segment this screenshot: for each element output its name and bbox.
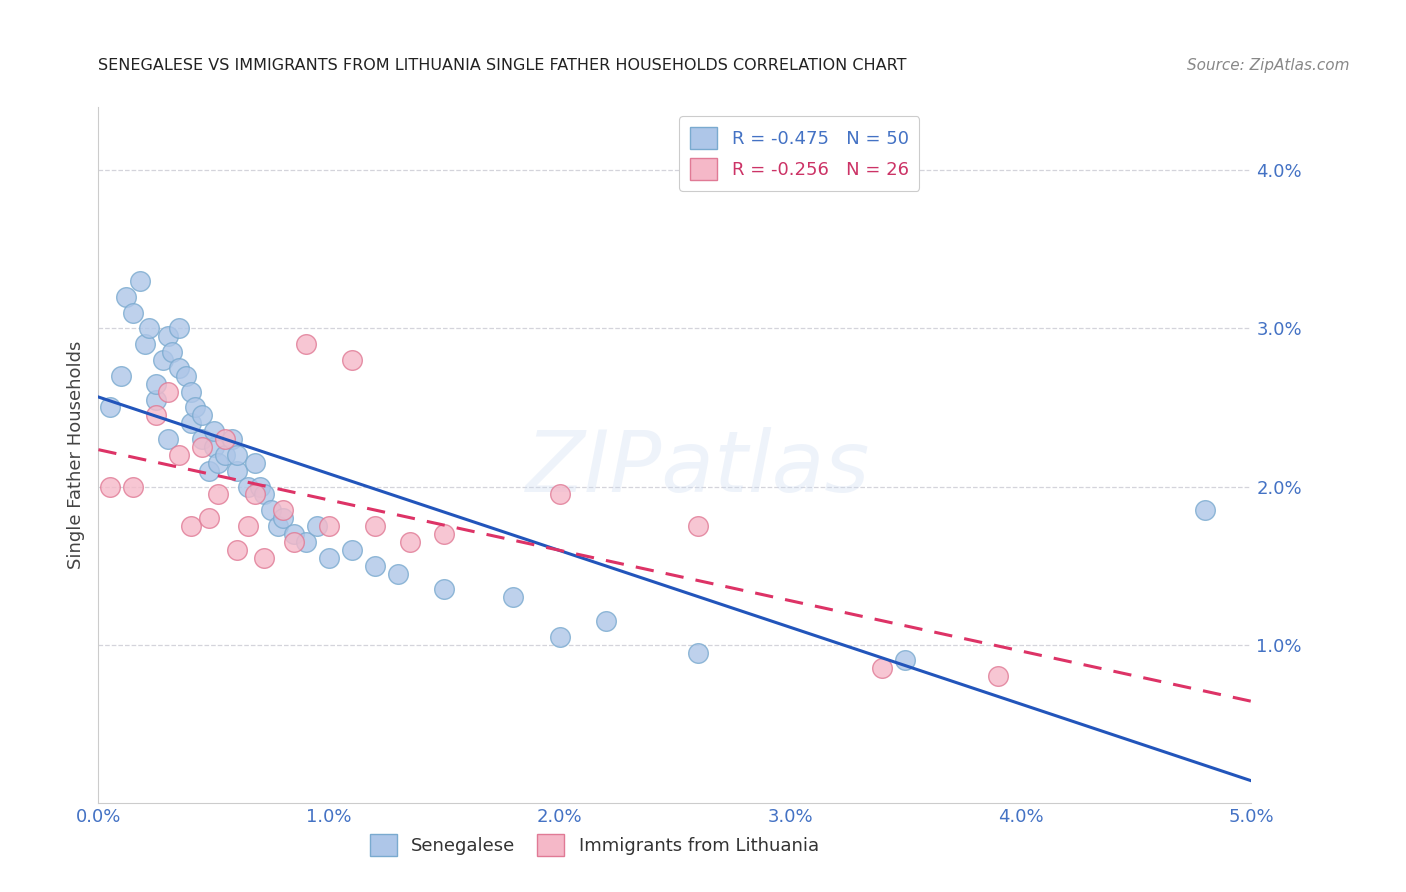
Text: ZIPatlas: ZIPatlas xyxy=(526,427,870,510)
Point xyxy=(387,566,409,581)
Point xyxy=(249,479,271,493)
Point xyxy=(174,368,197,383)
Point xyxy=(364,519,387,533)
Point xyxy=(110,368,132,383)
Point xyxy=(98,401,121,415)
Point xyxy=(271,511,294,525)
Point xyxy=(398,534,420,549)
Point xyxy=(156,432,179,446)
Point xyxy=(548,630,571,644)
Point xyxy=(202,440,225,454)
Point xyxy=(502,591,524,605)
Point xyxy=(214,448,236,462)
Point xyxy=(191,432,214,446)
Point xyxy=(686,519,709,533)
Point xyxy=(872,661,894,675)
Point xyxy=(122,479,145,493)
Point xyxy=(307,519,329,533)
Point xyxy=(214,432,236,446)
Point xyxy=(595,614,617,628)
Point xyxy=(198,511,221,525)
Point xyxy=(191,440,214,454)
Point xyxy=(318,519,340,533)
Point xyxy=(245,456,267,470)
Point xyxy=(156,384,179,399)
Point xyxy=(138,321,160,335)
Point xyxy=(295,534,318,549)
Point xyxy=(145,376,167,391)
Point xyxy=(145,392,167,407)
Point xyxy=(167,448,190,462)
Point xyxy=(267,519,290,533)
Point xyxy=(152,353,174,368)
Point xyxy=(260,503,283,517)
Point xyxy=(340,353,363,368)
Point xyxy=(686,646,709,660)
Point xyxy=(134,337,156,351)
Point xyxy=(340,542,363,557)
Point xyxy=(433,527,456,541)
Point xyxy=(122,305,145,319)
Point xyxy=(987,669,1010,683)
Text: SENEGALESE VS IMMIGRANTS FROM LITHUANIA SINGLE FATHER HOUSEHOLDS CORRELATION CHA: SENEGALESE VS IMMIGRANTS FROM LITHUANIA … xyxy=(98,58,907,73)
Point xyxy=(180,384,202,399)
Point xyxy=(191,409,214,423)
Point xyxy=(207,487,229,501)
Y-axis label: Single Father Households: Single Father Households xyxy=(66,341,84,569)
Legend: Senegalese, Immigrants from Lithuania: Senegalese, Immigrants from Lithuania xyxy=(363,827,825,863)
Point xyxy=(245,487,267,501)
Point xyxy=(225,448,247,462)
Point xyxy=(156,329,179,343)
Point xyxy=(202,424,225,438)
Point xyxy=(253,487,276,501)
Point xyxy=(198,464,221,478)
Point xyxy=(253,550,276,565)
Point xyxy=(283,534,305,549)
Point xyxy=(548,487,571,501)
Point xyxy=(271,503,294,517)
Point xyxy=(180,519,202,533)
Point xyxy=(894,653,917,667)
Point xyxy=(238,479,260,493)
Point xyxy=(207,456,229,470)
Point xyxy=(184,401,207,415)
Point xyxy=(115,290,138,304)
Point xyxy=(225,464,247,478)
Text: Source: ZipAtlas.com: Source: ZipAtlas.com xyxy=(1187,58,1350,73)
Point xyxy=(167,360,190,375)
Point xyxy=(433,582,456,597)
Point xyxy=(160,345,183,359)
Point xyxy=(225,542,247,557)
Point xyxy=(295,337,318,351)
Point xyxy=(238,519,260,533)
Point xyxy=(129,274,152,288)
Point xyxy=(145,409,167,423)
Point xyxy=(1194,503,1216,517)
Point xyxy=(167,321,190,335)
Point xyxy=(180,417,202,431)
Point xyxy=(283,527,305,541)
Point xyxy=(98,479,121,493)
Point xyxy=(221,432,243,446)
Point xyxy=(318,550,340,565)
Point xyxy=(364,558,387,573)
